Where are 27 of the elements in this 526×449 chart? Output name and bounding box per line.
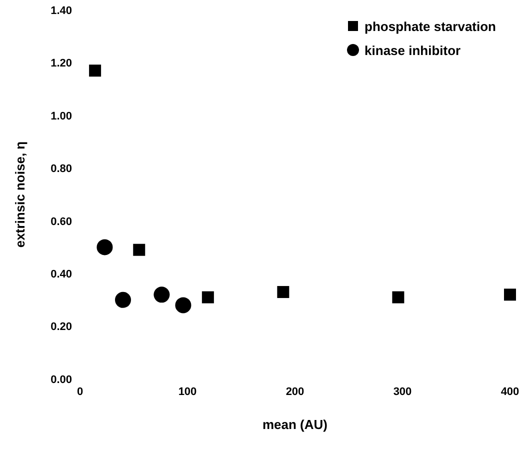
point — [133, 244, 146, 256]
y-tick-label: 1.20 — [50, 58, 72, 70]
point — [154, 286, 170, 303]
y-tick-label: 1.00 — [50, 110, 72, 122]
x-tick-label: 400 — [500, 386, 520, 398]
y-tick-label: 0.60 — [50, 216, 72, 228]
point — [392, 291, 404, 304]
point — [89, 64, 102, 77]
point — [115, 292, 131, 308]
y-tick-label: 0.80 — [50, 163, 72, 176]
y-tick-label: 0.40 — [50, 268, 72, 280]
x-tick-label: 100 — [178, 386, 197, 398]
y-tick-label: 0.20 — [50, 321, 72, 334]
x-tick-label: 300 — [393, 386, 412, 398]
x-tick-label: 200 — [286, 386, 304, 398]
x-tick-label: 0 — [76, 386, 84, 398]
x-axis-title: mean (AU) — [262, 417, 328, 432]
legend-label: kinase inhibitor — [364, 42, 461, 58]
point — [277, 286, 290, 298]
y-axis-title: extrinsic noise, η — [12, 141, 28, 248]
point — [202, 291, 214, 304]
legend-label: phosphate starvation — [364, 18, 496, 34]
point — [96, 239, 113, 256]
point — [175, 297, 192, 314]
point — [504, 288, 516, 301]
y-tick-label: 1.40 — [50, 4, 72, 17]
y-tick-label: 0.00 — [50, 374, 72, 386]
